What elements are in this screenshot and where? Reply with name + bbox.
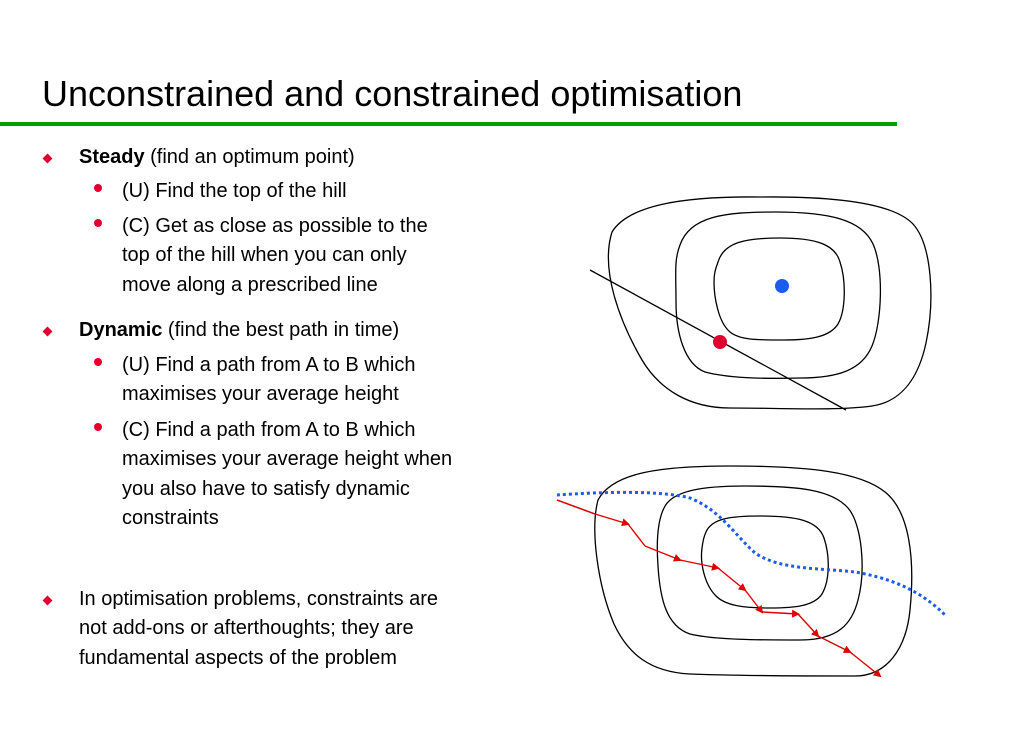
sub-bullet-dynamic-u-line1: (U) Find a path from A to B which bbox=[122, 354, 416, 376]
bullet-steady: Steady (find an optimum point) bbox=[79, 143, 355, 172]
contour-middle bbox=[675, 211, 882, 379]
path-segment bbox=[817, 635, 852, 653]
bullet-dynamic-heading: Dynamic bbox=[79, 319, 163, 341]
sub-bullet-dynamic-c-line3: you also have to satisfy dynamic bbox=[122, 478, 410, 500]
path-segment bbox=[761, 609, 800, 618]
constrained-optimum-dot bbox=[713, 335, 727, 349]
steady-contour-map bbox=[589, 196, 932, 411]
path-segment bbox=[556, 499, 596, 515]
sub-bullet-dynamic-c-line4: constraints bbox=[122, 507, 219, 529]
path-segment bbox=[627, 523, 646, 547]
sub-bullet-steady-c-line1: (C) Get as close as possible to the bbox=[122, 215, 428, 237]
sub-bullet-dynamic-c-line1: (C) Find a path from A to B which bbox=[122, 419, 416, 441]
sub-bullet-steady-u: (U) Find the top of the hill bbox=[122, 180, 347, 202]
title-underline bbox=[0, 122, 897, 126]
sub-bullet-steady-c-line2: top of the hill when you can only bbox=[122, 244, 407, 266]
sub-bullet-dynamic-c-line2: maximises your average height when bbox=[122, 448, 453, 470]
bullet-steady-desc: (find an optimum point) bbox=[144, 146, 355, 168]
contour-middle bbox=[656, 485, 863, 641]
sub-bullet-dynamic-u-line2: maximises your average height bbox=[122, 383, 399, 405]
path-segment bbox=[594, 513, 630, 527]
contour-inner bbox=[713, 237, 845, 341]
path-segment bbox=[717, 567, 747, 592]
slide-title: Unconstrained and constrained optimisati… bbox=[42, 73, 743, 114]
sub-bullet-dot-icon bbox=[94, 184, 102, 192]
contour-outer bbox=[607, 196, 932, 410]
dynamic-contour-map bbox=[556, 465, 947, 678]
bullet-conclusion-line2: not add-ons or afterthoughts; they are bbox=[79, 617, 414, 639]
bullet-conclusion-line3: fundamental aspects of the problem bbox=[79, 647, 397, 669]
bullet-steady-heading: Steady bbox=[79, 146, 145, 168]
path-segment bbox=[644, 545, 682, 562]
bullet-conclusion-line1: In optimisation problems, constraints ar… bbox=[79, 588, 439, 610]
path-segment bbox=[679, 559, 720, 571]
sub-bullet-dot-icon bbox=[94, 358, 102, 366]
path-segment bbox=[849, 651, 882, 678]
sub-bullet-steady-c-line3: move along a prescribed line bbox=[122, 274, 378, 296]
path-segment bbox=[797, 613, 820, 638]
path-segment bbox=[744, 589, 764, 614]
bullet-dynamic: Dynamic (find the best path in time) bbox=[79, 316, 399, 345]
optimum-point-dot bbox=[775, 279, 789, 293]
bullet-dynamic-desc: (find the best path in time) bbox=[162, 319, 400, 341]
sub-bullet-dot-icon bbox=[94, 219, 102, 227]
contour-inner bbox=[700, 515, 829, 609]
unconstrained-path bbox=[556, 490, 947, 617]
sub-bullet-dot-icon bbox=[94, 423, 102, 431]
contour-outer bbox=[594, 465, 913, 677]
